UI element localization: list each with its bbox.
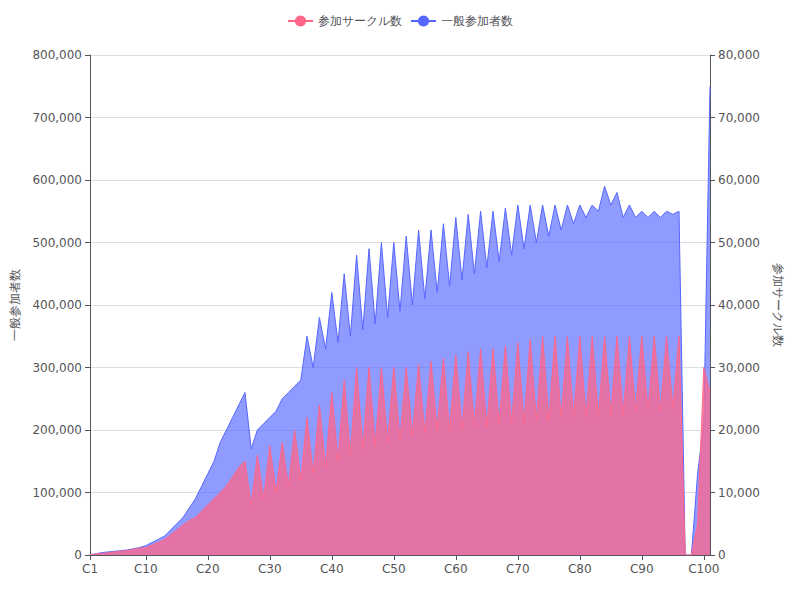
svg-text:800,000: 800,000 <box>32 48 82 62</box>
svg-text:0: 0 <box>718 548 726 562</box>
svg-text:500,000: 500,000 <box>32 236 82 250</box>
svg-text:C1: C1 <box>82 562 98 576</box>
svg-text:C50: C50 <box>382 562 406 576</box>
svg-text:100,000: 100,000 <box>32 486 82 500</box>
svg-text:60,000: 60,000 <box>718 173 760 187</box>
svg-text:一般参加者数: 一般参加者数 <box>441 14 513 28</box>
svg-text:30,000: 30,000 <box>718 361 760 375</box>
svg-text:C100: C100 <box>688 562 719 576</box>
svg-text:300,000: 300,000 <box>32 361 82 375</box>
svg-text:50,000: 50,000 <box>718 236 760 250</box>
svg-text:40,000: 40,000 <box>718 298 760 312</box>
svg-text:600,000: 600,000 <box>32 173 82 187</box>
svg-text:C80: C80 <box>568 562 592 576</box>
svg-text:一般参加者数: 一般参加者数 <box>8 269 22 341</box>
svg-text:400,000: 400,000 <box>32 298 82 312</box>
svg-text:0: 0 <box>74 548 82 562</box>
svg-text:70,000: 70,000 <box>718 111 760 125</box>
svg-text:C40: C40 <box>320 562 344 576</box>
svg-text:20,000: 20,000 <box>718 423 760 437</box>
svg-text:C60: C60 <box>444 562 468 576</box>
svg-text:C30: C30 <box>258 562 282 576</box>
svg-text:200,000: 200,000 <box>32 423 82 437</box>
svg-text:700,000: 700,000 <box>32 111 82 125</box>
svg-text:C20: C20 <box>196 562 220 576</box>
svg-text:C10: C10 <box>134 562 158 576</box>
svg-text:参加サークル数: 参加サークル数 <box>771 263 785 347</box>
svg-text:10,000: 10,000 <box>718 486 760 500</box>
svg-text:C70: C70 <box>506 562 530 576</box>
svg-text:C90: C90 <box>630 562 654 576</box>
svg-text:80,000: 80,000 <box>718 48 760 62</box>
svg-text:参加サークル数: 参加サークル数 <box>318 14 402 28</box>
